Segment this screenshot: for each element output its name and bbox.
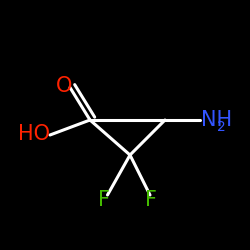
Text: F: F [145,190,157,210]
Text: 2: 2 [218,120,226,134]
Text: NH: NH [201,110,232,130]
Text: F: F [98,190,110,210]
Text: HO: HO [18,124,50,144]
Text: O: O [56,76,72,96]
